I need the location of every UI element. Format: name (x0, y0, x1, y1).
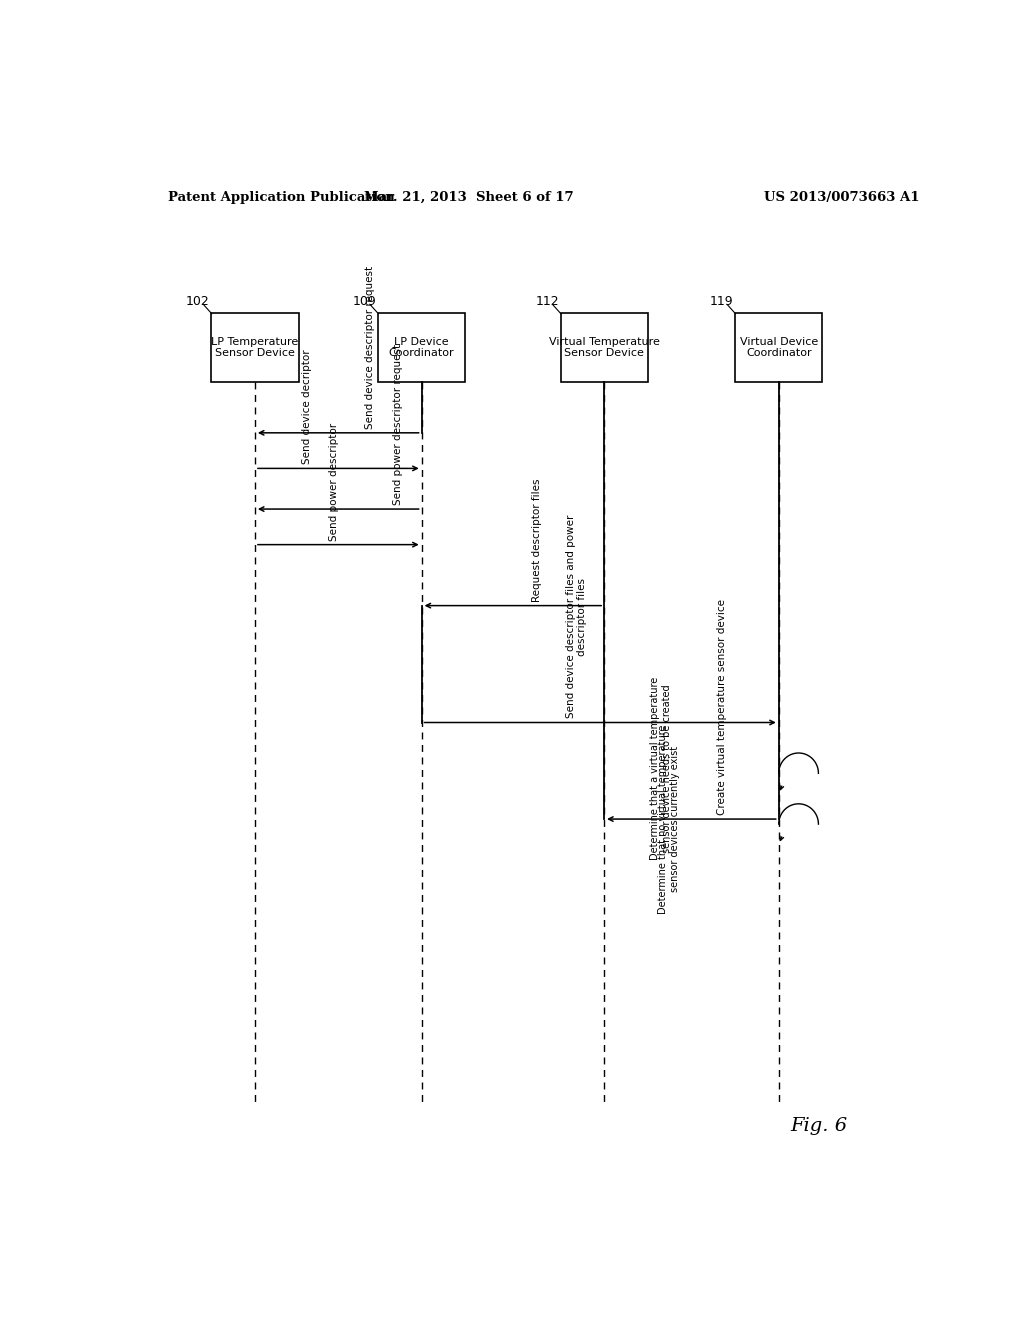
Text: Send device descriptor files and power
descriptor files: Send device descriptor files and power d… (565, 515, 587, 718)
Bar (378, 313, 465, 381)
Text: Send power descriptor: Send power descriptor (330, 422, 339, 541)
Text: Virtual Temperature
Sensor Device: Virtual Temperature Sensor Device (549, 337, 659, 358)
Text: Send device decriptor: Send device decriptor (301, 350, 311, 465)
Bar (211, 313, 299, 381)
Text: Determine that a virtual temperature
sensor device needs to be created: Determine that a virtual temperature sen… (650, 677, 672, 859)
Text: 102: 102 (186, 294, 210, 308)
Text: 109: 109 (352, 294, 377, 308)
Text: Mar. 21, 2013  Sheet 6 of 17: Mar. 21, 2013 Sheet 6 of 17 (365, 190, 574, 203)
Text: Determine that no virtual temperature
sensor devices currently exist: Determine that no virtual temperature se… (658, 725, 680, 913)
Text: Send power descriptor request: Send power descriptor request (393, 345, 402, 506)
Text: Patent Application Publication: Patent Application Publication (168, 190, 394, 203)
Text: LP Device
Coordinator: LP Device Coordinator (389, 337, 455, 358)
Bar (735, 313, 822, 381)
Text: 119: 119 (710, 294, 733, 308)
Text: LP Temperature
Sensor Device: LP Temperature Sensor Device (211, 337, 299, 358)
Text: US 2013/0073663 A1: US 2013/0073663 A1 (765, 190, 920, 203)
Text: Create virtual temperature sensor device: Create virtual temperature sensor device (717, 599, 727, 814)
Text: Send device descriptor request: Send device descriptor request (365, 265, 375, 429)
Text: Fig. 6: Fig. 6 (790, 1117, 847, 1135)
Text: Request descriptor files: Request descriptor files (531, 478, 542, 602)
Text: 112: 112 (536, 294, 559, 308)
Bar (560, 313, 648, 381)
Text: Virtual Device
Coordinator: Virtual Device Coordinator (739, 337, 818, 358)
